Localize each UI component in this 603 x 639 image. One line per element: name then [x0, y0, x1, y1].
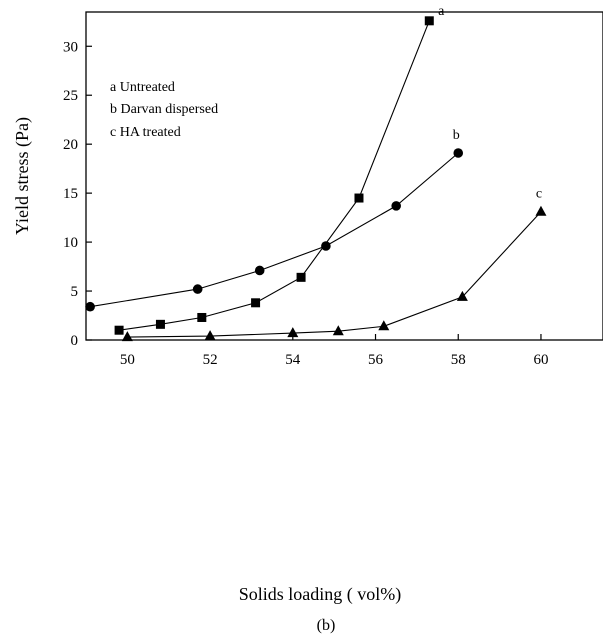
y-axis-ticks: 0 5 10 15 20 25 30 — [63, 39, 92, 349]
series-b-label: b — [453, 128, 460, 143]
series-a-line — [119, 20, 430, 331]
series-a-point — [354, 193, 364, 203]
x-tick-label: 56 — [368, 352, 384, 368]
y-tick-label: 10 — [63, 235, 78, 251]
series-c-point — [378, 320, 390, 331]
x-axis-title: Solids loading ( vol%) — [239, 584, 402, 605]
series-b-line — [90, 152, 459, 308]
series-c-point — [204, 330, 216, 341]
y-tick-label: 5 — [71, 284, 79, 300]
series-a-point — [251, 298, 261, 308]
series-layer: a b c — [85, 4, 547, 342]
x-tick-label: 50 — [120, 352, 135, 368]
y-tick-label: 0 — [71, 333, 79, 349]
series-a-point — [424, 16, 434, 26]
y-tick-label: 15 — [63, 186, 78, 202]
x-axis-ticks: 50 52 54 56 58 60 — [120, 334, 548, 368]
series-b-point — [192, 284, 203, 294]
y-tick-label: 25 — [63, 88, 78, 104]
series-c-point — [121, 331, 133, 342]
series-b-point — [85, 301, 95, 312]
series-a-point — [197, 312, 207, 322]
series-b-point — [453, 148, 464, 158]
series-b-point — [254, 265, 265, 276]
series-a-point — [114, 325, 124, 335]
series-b-point — [391, 201, 402, 211]
legend-entry-a: a Untreated — [110, 80, 175, 95]
series-a: a — [114, 4, 445, 335]
figure-caption: (b) — [317, 617, 336, 634]
plot-frame — [85, 11, 603, 341]
legend: a Untreated b Darvan dispersed c HA trea… — [110, 80, 218, 140]
x-tick-label: 58 — [451, 352, 466, 368]
series-c-point — [287, 327, 299, 338]
legend-entry-b: b Darvan dispersed — [110, 102, 218, 117]
x-tick-label: 54 — [285, 352, 301, 368]
x-tick-label: 60 — [533, 352, 548, 368]
x-tick-label: 52 — [203, 352, 218, 368]
y-axis-title: Yield stress (Pa) — [12, 117, 33, 235]
y-tick-label: 20 — [63, 137, 78, 153]
series-b: b — [85, 128, 464, 312]
series-c-point — [535, 205, 547, 216]
series-a-label: a — [438, 4, 445, 19]
series-a-point — [155, 319, 165, 329]
legend-entry-c: c HA treated — [110, 125, 181, 140]
series-c-line — [127, 211, 542, 338]
y-tick-label: 30 — [63, 39, 78, 55]
series-c-label: c — [536, 187, 542, 202]
series-b-point — [321, 241, 331, 251]
series-c-point — [332, 325, 344, 336]
series-a-point — [296, 272, 306, 282]
series-c-point — [456, 290, 468, 301]
series-c: c — [121, 187, 547, 342]
